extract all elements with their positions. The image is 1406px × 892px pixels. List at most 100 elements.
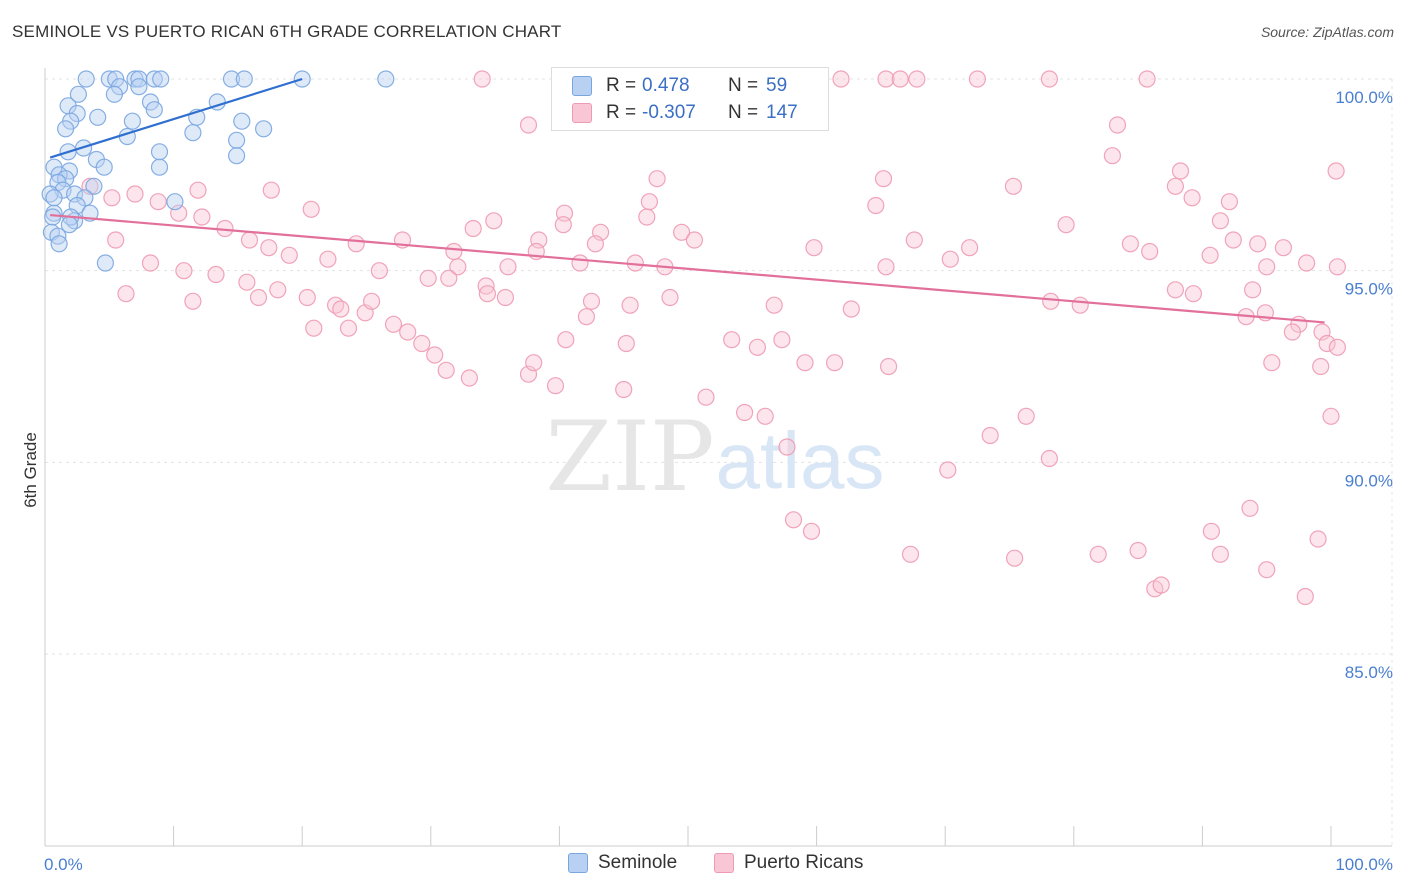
data-point — [735, 403, 754, 422]
data-point — [640, 193, 659, 211]
data-point — [805, 239, 823, 257]
data-point — [901, 545, 920, 563]
data-point — [1258, 258, 1276, 276]
data-point — [1166, 281, 1185, 299]
data-point — [193, 208, 211, 226]
data-point — [832, 70, 850, 88]
data-point — [384, 315, 403, 333]
data-point — [577, 308, 596, 326]
data-point — [126, 185, 144, 203]
data-point — [802, 522, 821, 540]
data-point — [1071, 296, 1089, 314]
y-tick-label: 100.0% — [1335, 88, 1393, 107]
chart-title: SEMINOLE VS PUERTO RICAN 6TH GRADE CORRE… — [12, 22, 562, 41]
data-point — [189, 181, 207, 199]
data-point — [145, 70, 163, 88]
data-point — [571, 254, 589, 272]
legend-swatch-seminole — [572, 76, 592, 96]
data-point — [126, 70, 144, 88]
series-legend: Seminole Puerto Ricans — [0, 852, 1406, 878]
data-point — [228, 131, 246, 149]
legend-row-seminole: R = 0.478 N = 59 — [572, 74, 787, 98]
data-point — [968, 70, 987, 88]
data-point — [546, 377, 565, 395]
legend-item-puerto-ricans[interactable]: Puerto Ricans — [714, 852, 863, 874]
data-point — [339, 319, 358, 337]
data-point — [1040, 449, 1059, 468]
data-point — [586, 235, 605, 253]
data-point — [1202, 522, 1221, 540]
data-point — [1258, 561, 1276, 579]
data-point — [765, 296, 783, 314]
data-point — [1322, 407, 1340, 425]
data-point — [50, 235, 68, 253]
data-point — [117, 285, 135, 303]
data-point — [784, 511, 803, 529]
data-point — [1103, 147, 1122, 165]
data-point — [1328, 338, 1347, 356]
legend-row-puerto-ricans: R = -0.307 N = 147 — [572, 101, 798, 125]
data-point — [796, 354, 814, 372]
data-point — [617, 334, 635, 353]
data-point — [723, 331, 741, 349]
data-point — [255, 120, 273, 138]
data-point — [1312, 357, 1330, 376]
data-point — [615, 380, 633, 399]
data-point — [298, 288, 316, 307]
data-point — [1004, 177, 1023, 195]
data-point — [473, 70, 491, 88]
data-point — [1138, 70, 1156, 88]
data-point — [437, 361, 455, 379]
y-axis-label: 6th Grade — [21, 432, 40, 508]
data-point — [778, 438, 796, 456]
data-point — [1121, 235, 1140, 253]
data-point — [77, 70, 95, 88]
data-point — [363, 292, 381, 310]
y-tick-label: 85.0% — [1345, 663, 1393, 682]
data-point — [207, 265, 225, 284]
data-point — [1263, 354, 1281, 372]
data-point — [908, 70, 926, 88]
data-point — [1220, 193, 1239, 211]
data-point — [426, 346, 444, 364]
data-point — [305, 319, 323, 337]
data-point — [519, 116, 538, 134]
data-point — [1243, 281, 1262, 299]
data-point — [105, 85, 124, 103]
legend-r-value: 0.478 — [642, 75, 690, 96]
data-point — [370, 262, 388, 280]
legend-label-seminole: Seminole — [598, 852, 678, 873]
data-point — [464, 219, 482, 238]
data-point — [891, 70, 909, 88]
data-point — [235, 70, 253, 88]
data-point — [879, 357, 898, 376]
data-point — [773, 331, 791, 349]
legend-swatch-seminole — [568, 853, 588, 873]
data-point — [228, 147, 246, 165]
data-point — [1184, 285, 1203, 303]
data-point — [280, 246, 298, 264]
data-point — [485, 212, 503, 230]
data-point — [95, 158, 113, 176]
data-point — [184, 292, 202, 310]
data-point — [56, 120, 75, 138]
data-point — [319, 250, 337, 268]
data-point — [1211, 212, 1230, 230]
data-point — [756, 407, 774, 425]
tick-labels: 100.0% 95.0% 90.0% 85.0% 0.0% 100.0% — [44, 88, 1393, 874]
data-point — [1005, 549, 1024, 567]
data-point — [175, 262, 193, 280]
data-point — [332, 300, 350, 318]
data-point — [554, 216, 572, 234]
legend-n-label: N = — [728, 75, 759, 96]
data-point — [166, 193, 184, 211]
data-point — [1183, 189, 1201, 207]
data-point — [184, 124, 202, 142]
source-label: Source: ZipAtlas.com — [1260, 24, 1394, 40]
legend-swatch-puerto-ricans — [572, 103, 592, 123]
data-point — [1274, 239, 1293, 257]
data-point — [249, 288, 268, 307]
data-point — [1089, 545, 1107, 563]
legend-item-seminole[interactable]: Seminole — [568, 852, 677, 874]
